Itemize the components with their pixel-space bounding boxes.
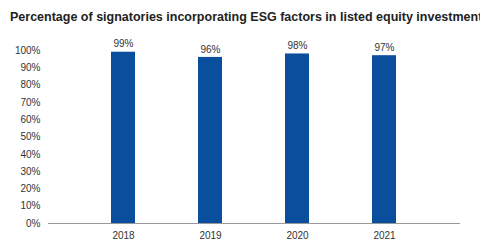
svg-text:100%: 100% (15, 45, 41, 56)
svg-text:20%: 20% (20, 183, 40, 194)
svg-text:10%: 10% (20, 200, 40, 211)
svg-text:2018: 2018 (112, 230, 135, 241)
svg-text:96%: 96% (200, 44, 220, 55)
svg-text:80%: 80% (20, 79, 40, 90)
svg-text:2019: 2019 (199, 230, 222, 241)
svg-text:70%: 70% (20, 97, 40, 108)
svg-text:97%: 97% (374, 42, 394, 53)
svg-text:90%: 90% (20, 62, 40, 73)
svg-text:30%: 30% (20, 166, 40, 177)
svg-text:2021: 2021 (373, 230, 396, 241)
svg-text:50%: 50% (20, 131, 40, 142)
svg-text:0%: 0% (26, 218, 41, 229)
svg-text:98%: 98% (287, 40, 307, 51)
svg-text:99%: 99% (113, 38, 133, 49)
svg-text:2020: 2020 (286, 230, 309, 241)
svg-text:40%: 40% (20, 149, 40, 160)
svg-text:60%: 60% (20, 114, 40, 125)
